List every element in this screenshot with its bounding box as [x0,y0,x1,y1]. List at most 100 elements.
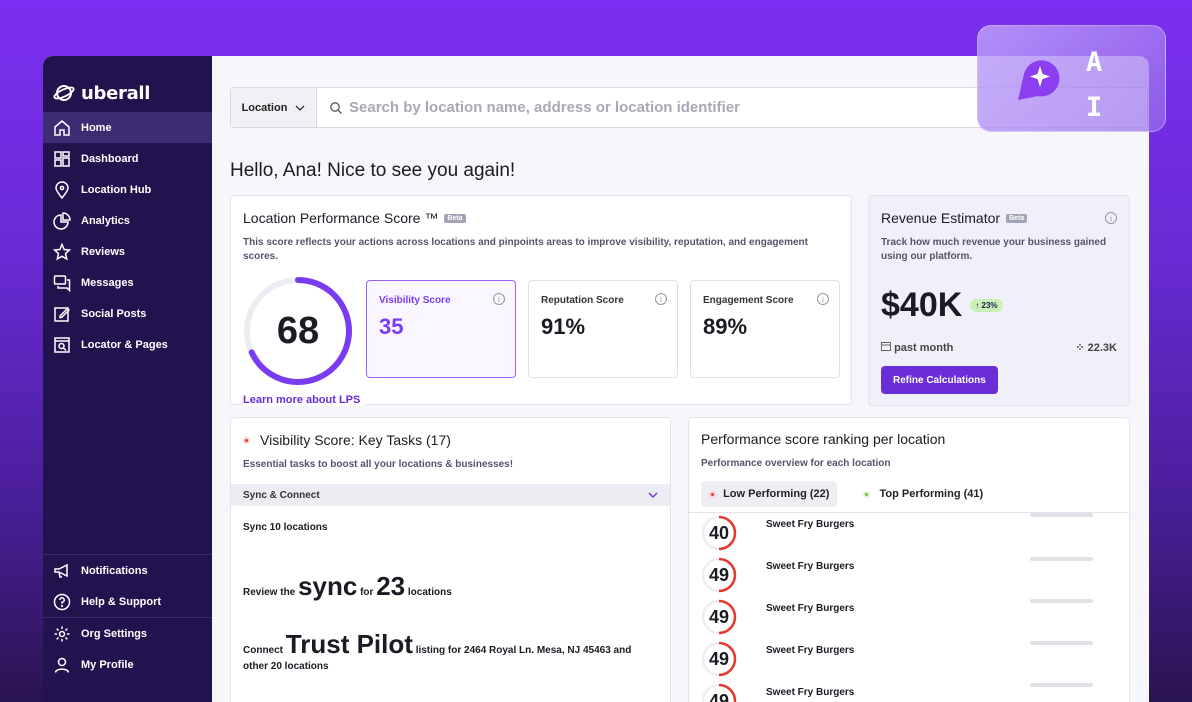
list-item[interactable]: 49 Sweet Fry Burgers [689,639,1129,681]
engagement-score-card[interactable]: Engagement Score 89% i [690,280,840,378]
location-filter-select[interactable]: Location [231,88,317,127]
main-content: Location Hello, Ana! Nice to see you aga… [212,56,1149,702]
score-ring: 49 [701,557,737,593]
sidebar-item-reviews[interactable]: Reviews [43,236,212,267]
task-text: for [360,587,374,598]
location-filter-label: Location [241,101,288,114]
sidebar-item-location-hub[interactable]: Location Hub [43,174,212,205]
task-item[interactable]: Connect Trust Pilot listing for 2464 Roy… [231,631,670,675]
info-icon[interactable]: i [1105,212,1117,224]
score-value: 89% [703,314,748,339]
beta-badge: Beta [444,213,466,223]
sidebar-item-label: Locator & Pages [81,338,168,351]
score-ring-graphic [701,641,737,677]
ai-letter: I [1086,92,1103,123]
task-text-emphasis: Trust Pilot [285,629,413,659]
list-item[interactable]: 49 Sweet Fry Burgers [689,555,1129,597]
revenue-meta-row: past month ⁘ 22.3K [881,341,1117,354]
sidebar-item-label: Social Posts [81,307,147,320]
sidebar-item-dashboard[interactable]: Dashboard [43,143,212,174]
score-bar [1030,513,1093,517]
task-text-emphasis: 23 [376,571,406,601]
divider [43,554,212,555]
lps-card: Location Performance Score ™ Beta This s… [230,195,852,406]
sidebar-item-label: Analytics [81,214,130,227]
sidebar-item-label: Dashboard [81,152,139,165]
search-bar: Location [230,87,1148,128]
score-value: 35 [379,314,404,339]
chat-icon [53,274,71,292]
sidebar-item-social-posts[interactable]: Social Posts [43,298,212,329]
sidebar-item-locator-pages[interactable]: Locator & Pages [43,329,212,360]
ranking-subtitle: Performance overview for each location [701,458,891,469]
sidebar-item-analytics[interactable]: Analytics [43,205,212,236]
score-ring: 49 [701,599,737,635]
divider [43,617,212,618]
location-name: Sweet Fry Burgers [766,645,855,656]
score-ring: 49 [701,641,737,677]
gauge-progress-arc [244,277,352,385]
gear-icon [53,625,71,643]
info-icon[interactable]: i [817,293,829,305]
period-label: past month [894,342,954,354]
task-item[interactable]: Review the sync for 23 locations [231,571,670,602]
sidebar-item-messages[interactable]: Messages [43,267,212,298]
list-item[interactable]: 49 Sweet Fry Burgers [689,597,1129,639]
reputation-score-card[interactable]: Reputation Score 91% i [528,280,678,378]
brand-logo[interactable]: uberall [43,56,212,112]
score-ring: 40 [701,515,737,551]
sidebar-item-label: Notifications [81,564,148,577]
home-icon [53,119,71,137]
click-icon: ⁘ [1075,342,1085,354]
tasks-subtitle: Essential tasks to boost all your locati… [243,459,514,470]
arrow-up-icon: ↑ [975,301,980,310]
sidebar-item-home[interactable]: Home [43,112,212,143]
tasks-header: Visibility Score: Key Tasks (17) Essenti… [231,418,670,472]
ranking-tabs: Low Performing (22) Top Performing (41) [701,481,1117,507]
gauge-ring [244,277,352,385]
list-item[interactable]: 49 Sweet Fry Burgers [689,681,1129,702]
revenue-estimator-card: Revenue Estimator Beta i Track how much … [868,195,1130,406]
location-pin-icon [53,180,71,199]
learn-more-link[interactable]: Learn more about LPS [243,394,365,406]
score-bar [1030,599,1093,603]
score-ring-graphic [701,683,737,702]
ranking-title: Performance score ranking per location [701,431,946,447]
ai-assistant-badge[interactable]: A I [977,25,1166,132]
refine-calculations-button[interactable]: Refine Calculations [881,366,998,394]
search-input[interactable] [349,99,949,116]
task-item[interactable]: Sync 10 locations [243,522,328,533]
tab-low-performing[interactable]: Low Performing (22) [701,481,838,507]
location-name: Sweet Fry Burgers [766,603,855,614]
ai-label: A I [1086,40,1102,130]
sidebar-item-help[interactable]: Help & Support [43,586,212,617]
score-ring-graphic [701,599,737,635]
app-window: uberall Home Dashboard Location Hub Anal… [43,56,1149,702]
beta-badge: Beta [1006,213,1028,223]
task-text: listing for 2464 Royal Ln. Mesa, NJ 4546… [243,645,632,672]
tab-top-performing[interactable]: Top Performing (41) [855,481,991,507]
task-text: Connect [243,645,283,656]
score-value: 49 [708,606,730,627]
ranking-header: Performance score ranking per location P… [689,418,1129,507]
planet-logo-icon [53,85,75,101]
sidebar-item-my-profile[interactable]: My Profile [43,649,212,680]
visibility-score-card[interactable]: Visibility Score 35 i [366,280,516,378]
info-icon[interactable]: i [493,293,505,305]
dashboard-icon [53,150,71,168]
sidebar-item-org-settings[interactable]: Org Settings [43,618,212,649]
sidebar-item-label: Org Settings [81,627,148,640]
megaphone-icon [53,562,71,580]
status-dot-green [863,490,871,498]
list-item[interactable]: 40 Sweet Fry Burgers [689,513,1129,555]
revenue-title-row: Revenue Estimator Beta [881,210,1117,226]
info-icon[interactable]: i [655,293,667,305]
calendar-icon [881,342,891,351]
sidebar-item-notifications[interactable]: Notifications [43,555,212,586]
sync-connect-accordion[interactable]: Sync & Connect [231,484,670,506]
lps-gauge: 68 [241,274,355,388]
greeting-heading: Hello, Ana! Nice to see you again! [230,160,516,181]
revenue-period: past month [881,341,953,354]
edit-icon [53,305,71,323]
revenue-amount-row: $40K ↑ 23% [881,286,1117,325]
